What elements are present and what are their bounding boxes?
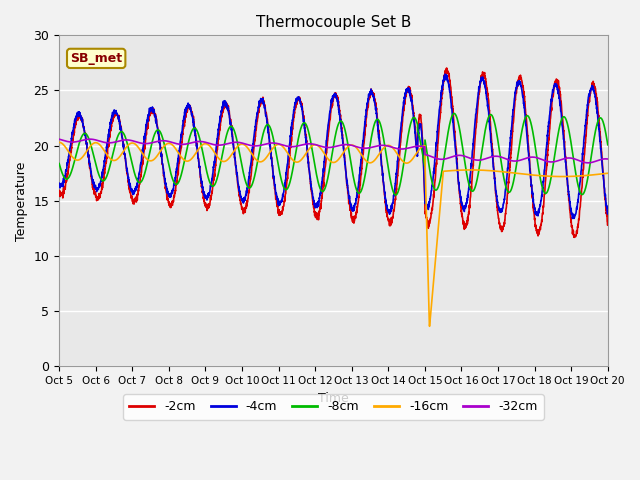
X-axis label: Time: Time [318, 392, 349, 405]
Title: Thermocouple Set B: Thermocouple Set B [256, 15, 411, 30]
Legend: -2cm, -4cm, -8cm, -16cm, -32cm: -2cm, -4cm, -8cm, -16cm, -32cm [123, 394, 544, 420]
Y-axis label: Temperature: Temperature [15, 161, 28, 240]
Text: SB_met: SB_met [70, 52, 122, 65]
